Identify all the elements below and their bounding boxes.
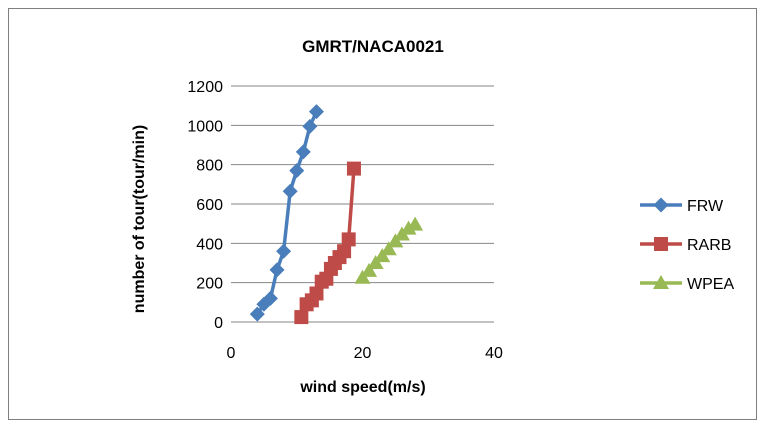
legend-label: FRW bbox=[687, 198, 724, 215]
legend-item-wpea: WPEA bbox=[640, 275, 734, 293]
series-line-frw bbox=[255, 110, 319, 316]
legend-marker-rarb bbox=[654, 237, 668, 251]
plot-series bbox=[249, 104, 424, 325]
data-point-rarb bbox=[294, 310, 309, 325]
x-tick-label: 0 bbox=[227, 345, 236, 362]
data-point-frw bbox=[262, 290, 278, 306]
data-point-wpea bbox=[400, 220, 417, 235]
y-tick-label: 1000 bbox=[187, 118, 223, 135]
x-axis-title: wind speed(m/s) bbox=[299, 379, 425, 396]
x-axis-ticks: 0 20 40 bbox=[227, 345, 503, 362]
y-tick-label: 400 bbox=[196, 236, 223, 253]
series-wpea bbox=[354, 216, 424, 284]
series-frw bbox=[249, 104, 324, 322]
y-tick-label: 200 bbox=[196, 276, 223, 293]
x-tick-label: 40 bbox=[485, 345, 503, 362]
data-point-wpea bbox=[380, 241, 397, 256]
data-point-rarb bbox=[346, 161, 361, 176]
legend-marker-wpea bbox=[653, 275, 669, 289]
legend-marker-frw bbox=[653, 197, 669, 213]
chart-title: GMRT/NACA0021 bbox=[302, 37, 444, 56]
data-point-frw bbox=[249, 306, 265, 322]
y-tick-label: 800 bbox=[196, 158, 223, 175]
data-point-frw bbox=[302, 118, 318, 134]
y-tick-label: 1200 bbox=[187, 79, 223, 96]
data-point-frw bbox=[308, 104, 324, 120]
gridlines bbox=[231, 85, 494, 323]
y-tick-label: 0 bbox=[214, 315, 223, 332]
data-point-wpea bbox=[361, 262, 378, 277]
chart-area bbox=[8, 8, 757, 420]
data-point-frw bbox=[289, 163, 305, 179]
data-point-frw bbox=[295, 144, 311, 160]
legend-label: RARB bbox=[687, 237, 731, 254]
data-point-frw bbox=[276, 243, 292, 259]
series-rarb bbox=[294, 161, 361, 325]
legend-label: WPEA bbox=[687, 276, 734, 293]
legend-item-frw: FRW bbox=[640, 197, 724, 215]
data-point-rarb bbox=[309, 286, 324, 301]
y-axis-ticks: 0 200 400 600 800 1000 1200 bbox=[187, 79, 223, 332]
legend: FRW RARB WPEA bbox=[640, 197, 734, 293]
y-axis-title: number of tour(tour/min) bbox=[131, 125, 148, 313]
data-point-rarb bbox=[341, 232, 356, 247]
data-point-frw bbox=[269, 262, 285, 278]
x-tick-label: 20 bbox=[354, 345, 372, 362]
legend-item-rarb: RARB bbox=[640, 237, 731, 254]
data-point-frw bbox=[282, 183, 298, 199]
y-tick-label: 600 bbox=[196, 197, 223, 214]
data-point-rarb bbox=[337, 244, 352, 259]
data-point-wpea bbox=[407, 216, 424, 231]
